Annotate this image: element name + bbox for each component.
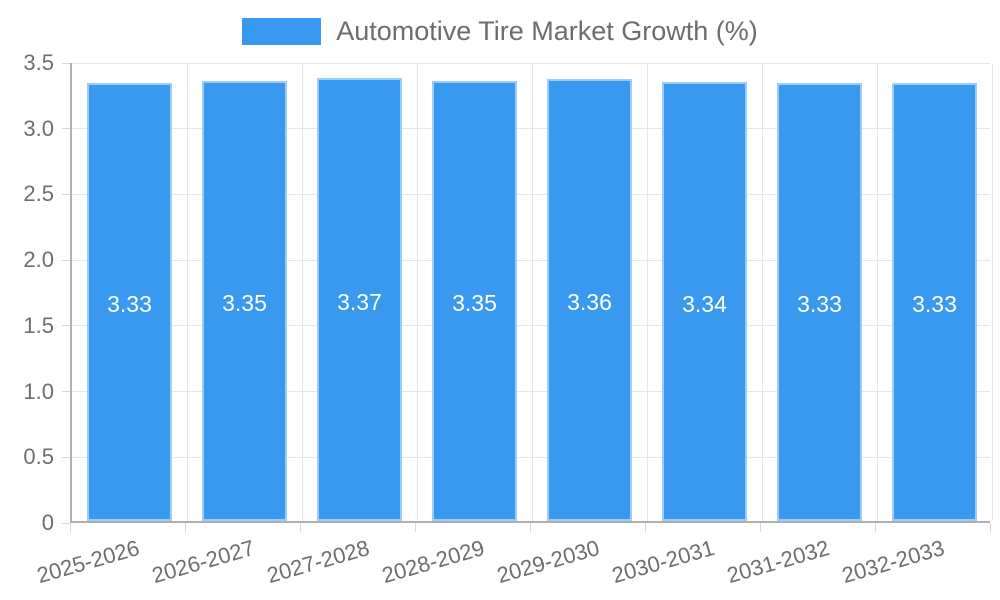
- x-axis-tick-mark: [759, 523, 761, 532]
- y-axis-tick-label: 1.5: [23, 312, 54, 338]
- bar[interactable]: [202, 80, 287, 521]
- x-axis-tick-label: 2031-2032: [724, 535, 833, 589]
- gridline-horizontal: [72, 456, 990, 458]
- y-axis-tick-label: 3.0: [23, 115, 54, 141]
- y-axis-tick-mark: [62, 522, 70, 524]
- legend-label: Automotive Tire Market Growth (%): [336, 16, 758, 46]
- x-axis-tick-mark: [874, 523, 876, 532]
- x-axis-tick-mark: [69, 523, 71, 532]
- y-axis-tick-label: 1.0: [23, 378, 54, 404]
- x-axis-tick-mark: [414, 523, 416, 532]
- gridline-vertical: [646, 63, 648, 521]
- gridline-vertical: [991, 63, 993, 521]
- legend-item[interactable]: Automotive Tire Market Growth (%): [0, 16, 1000, 47]
- bar[interactable]: [892, 83, 977, 521]
- gridline-vertical: [761, 63, 763, 521]
- bar[interactable]: [87, 83, 172, 521]
- gridline-vertical: [301, 63, 303, 521]
- gridline-vertical: [186, 63, 188, 521]
- x-axis-tick-label: 2027-2028: [264, 535, 373, 589]
- x-axis-tick-mark: [529, 523, 531, 532]
- y-axis-tick-mark: [62, 62, 70, 64]
- gridline-horizontal: [72, 62, 990, 64]
- gridline-horizontal: [72, 391, 990, 393]
- gridline-vertical: [531, 63, 533, 521]
- y-axis-tick-mark: [62, 456, 70, 458]
- legend-swatch: [242, 18, 322, 45]
- bar[interactable]: [432, 80, 517, 521]
- y-axis-tick-mark: [62, 259, 70, 261]
- plot-area: 3.33 3.35 3.37 3.35 3.36 3.34 3.33 3.33: [70, 62, 993, 523]
- y-axis-tick-label: 0.5: [23, 444, 54, 470]
- y-axis-tick-label: 2.5: [23, 181, 54, 207]
- y-axis-tick-label: 0: [41, 510, 54, 535]
- x-axis-tick-mark: [989, 523, 991, 532]
- x-axis-tick-label: 2030-2031: [609, 535, 718, 589]
- y-axis-tick-label: 3.5: [23, 50, 54, 75]
- x-axis-tick-label: 2032-2033: [839, 535, 948, 589]
- x-axis-tick-label: 2028-2029: [379, 535, 488, 589]
- bar[interactable]: [662, 82, 747, 521]
- gridline-horizontal: [72, 193, 990, 195]
- x-axis-tick-label: 2025-2026: [34, 535, 143, 589]
- gridline-horizontal: [72, 259, 990, 261]
- x-axis-tick-label: 2026-2027: [149, 535, 258, 589]
- bar[interactable]: [317, 78, 402, 521]
- x-axis-tick-mark: [644, 523, 646, 532]
- bar[interactable]: [547, 79, 632, 521]
- y-axis-tick-mark: [62, 193, 70, 195]
- x-axis-tick-mark: [299, 523, 301, 532]
- x-axis-tick-mark: [184, 523, 186, 532]
- gridline-vertical: [416, 63, 418, 521]
- bar[interactable]: [777, 83, 862, 521]
- y-axis-tick-label: 2.0: [23, 247, 54, 273]
- gridline-horizontal: [72, 128, 990, 130]
- gridline-vertical: [876, 63, 878, 521]
- gridline-horizontal: [72, 325, 990, 327]
- x-axis-tick-label: 2029-2030: [494, 535, 603, 589]
- y-axis-tick-mark: [62, 128, 70, 130]
- y-axis-tick-mark: [62, 325, 70, 327]
- y-axis-tick-mark: [62, 391, 70, 393]
